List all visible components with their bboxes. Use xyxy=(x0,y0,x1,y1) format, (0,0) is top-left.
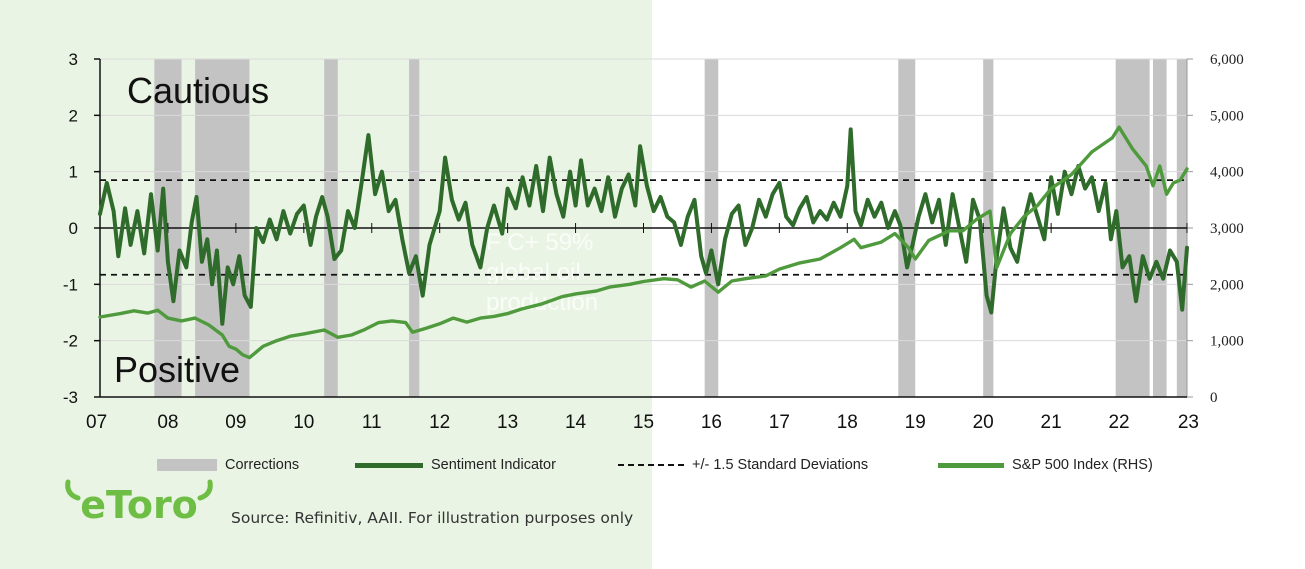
x-tick-label: 15 xyxy=(633,412,654,433)
left-tick-label: 3 xyxy=(69,50,78,69)
right-tick-label: 6,000 xyxy=(1210,52,1244,68)
sentiment-line xyxy=(98,127,1189,326)
legend-item-std: +/- 1.5 Standard Deviations xyxy=(618,457,868,473)
legend-item-corrections: Corrections xyxy=(157,457,299,473)
annotation-layer: Cautious Positive xyxy=(114,70,269,390)
right-tick-label: 4,000 xyxy=(1210,165,1244,181)
annotation-cautious: Cautious xyxy=(127,70,269,111)
right-tick-label: 3,000 xyxy=(1210,221,1244,237)
right-tick-label: 1,000 xyxy=(1210,334,1244,350)
x-tick-label: 23 xyxy=(1178,412,1199,433)
series-layer xyxy=(98,125,1189,360)
legend: Corrections Sentiment Indicator +/- 1.5 … xyxy=(0,457,1305,477)
x-tick-label: 07 xyxy=(86,412,107,433)
x-tick-label: 11 xyxy=(362,412,382,433)
legend-item-sp500: S&P 500 Index (RHS) xyxy=(938,457,1153,473)
legend-item-sentiment: Sentiment Indicator xyxy=(355,457,556,473)
x-tick-label: 08 xyxy=(157,412,178,433)
left-tick-label: -3 xyxy=(63,388,78,407)
x-tick-label: 10 xyxy=(293,412,314,433)
x-tick-label: 16 xyxy=(701,412,722,433)
annotation-positive: Positive xyxy=(114,349,240,390)
x-tick-label: 22 xyxy=(1108,412,1129,433)
corrections-swatch xyxy=(157,459,217,471)
x-tick-label: 18 xyxy=(837,412,858,433)
x-tick-label: 20 xyxy=(973,412,994,433)
left-tick-label: 2 xyxy=(69,106,78,125)
left-tick-label: -1 xyxy=(63,275,78,294)
legend-label: Corrections xyxy=(225,457,300,473)
x-tick-label: 09 xyxy=(225,412,246,433)
x-tick-label: 12 xyxy=(429,412,450,433)
right-tick-label: 0 xyxy=(1210,390,1218,406)
right-tick-label: 2,000 xyxy=(1210,277,1244,293)
left-tick-label: 0 xyxy=(69,219,78,238)
legend-label: +/- 1.5 Standard Deviations xyxy=(692,457,869,473)
sp500-swatch xyxy=(938,462,1004,468)
sentiment-chart: 3210-1-2-36,0005,0004,0003,0002,0001,000… xyxy=(63,50,1244,433)
logo-text: eToro xyxy=(80,483,198,526)
x-tick-label: 17 xyxy=(769,412,790,433)
x-tick-label: 19 xyxy=(905,412,926,433)
std-swatch xyxy=(618,464,684,466)
legend-label: Sentiment Indicator xyxy=(431,457,556,473)
left-tick-label: 1 xyxy=(69,163,78,182)
sentiment-swatch xyxy=(355,462,423,468)
x-tick-label: 14 xyxy=(565,412,587,433)
right-tick-label: 5,000 xyxy=(1210,108,1244,124)
legend-label: S&P 500 Index (RHS) xyxy=(1012,457,1153,473)
sp500-line xyxy=(98,125,1189,360)
std-band-layer xyxy=(100,179,1187,276)
x-tick-label: 21 xyxy=(1041,412,1062,433)
source-note: Source: Refinitiv, AAII. For illustratio… xyxy=(231,509,634,527)
etoro-logo: eToro xyxy=(65,479,213,526)
left-tick-label: -2 xyxy=(63,332,78,351)
x-tick-label: 13 xyxy=(497,412,518,433)
